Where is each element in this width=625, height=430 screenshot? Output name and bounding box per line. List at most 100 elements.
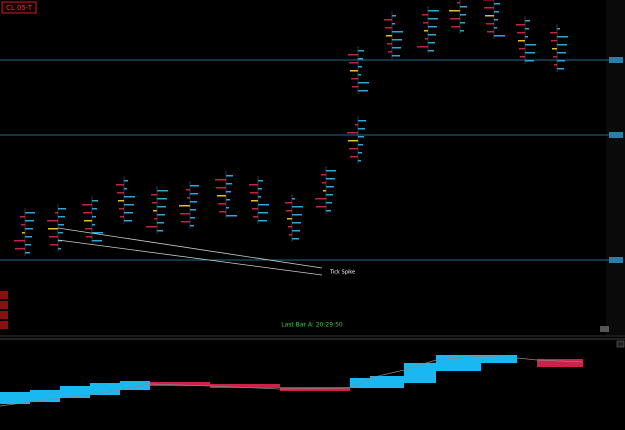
profile-row xyxy=(422,14,428,16)
profile-row xyxy=(58,208,66,210)
step-bar xyxy=(60,386,90,398)
profile-row xyxy=(258,220,267,222)
profile-row xyxy=(258,196,261,198)
price-tag xyxy=(609,132,623,138)
profile-row xyxy=(250,192,258,194)
profile-row xyxy=(316,206,326,208)
profile-row xyxy=(487,31,494,33)
profile-row xyxy=(449,10,460,12)
profile-row xyxy=(190,225,194,227)
profile-row xyxy=(460,30,464,32)
step-bar xyxy=(0,392,30,404)
profile-row xyxy=(25,252,30,254)
button[interactable] xyxy=(0,321,8,329)
profile-row xyxy=(217,195,226,197)
profile-row xyxy=(554,64,557,66)
profile-row xyxy=(326,202,332,204)
profile-row xyxy=(92,240,102,242)
step-bar xyxy=(210,384,280,388)
profile-row xyxy=(358,90,368,92)
profile-row xyxy=(392,39,402,41)
profile-row xyxy=(92,200,98,202)
profile-row xyxy=(190,209,196,211)
button[interactable] xyxy=(0,291,8,299)
profile-row xyxy=(118,200,124,202)
symbol-box[interactable] xyxy=(1,1,37,14)
step-bar xyxy=(90,383,120,395)
spike-line xyxy=(57,227,323,269)
profile-row xyxy=(124,188,127,190)
profile-row xyxy=(519,48,525,50)
profile-row xyxy=(58,240,62,242)
profile-row xyxy=(258,204,269,206)
profile-row xyxy=(146,226,157,228)
profile-row xyxy=(358,74,361,76)
profile-row xyxy=(58,224,64,226)
profile-row xyxy=(323,190,326,192)
profile-row xyxy=(179,205,190,207)
profile-row xyxy=(428,50,434,52)
profile-row xyxy=(494,27,497,29)
profile-row xyxy=(350,156,358,158)
profile-row xyxy=(551,40,557,42)
profile-row xyxy=(83,212,92,214)
profile-row xyxy=(124,220,132,222)
profile-row xyxy=(157,214,165,216)
profile-row xyxy=(326,170,336,172)
profile-row xyxy=(190,193,198,195)
profile-row xyxy=(157,190,168,192)
profile-row xyxy=(355,124,358,126)
corner-tag xyxy=(600,326,609,332)
profile-row xyxy=(457,2,460,4)
last-bar-status: Last Bar A: 20:29:50 xyxy=(281,322,343,329)
button[interactable] xyxy=(0,301,8,309)
profile-row xyxy=(425,38,428,40)
profile-row xyxy=(292,238,299,240)
profile-row xyxy=(186,189,190,191)
profile-row xyxy=(494,3,500,5)
profile-row xyxy=(417,46,428,48)
profile-row xyxy=(358,120,366,122)
profile-row xyxy=(157,230,163,232)
profile-row xyxy=(358,50,364,52)
profile-row xyxy=(154,218,157,220)
profile-row xyxy=(22,232,25,234)
profile-row xyxy=(288,226,292,228)
profile-row xyxy=(151,194,157,196)
profile-row xyxy=(48,228,58,230)
pane-close[interactable] xyxy=(616,340,625,348)
profile-row xyxy=(58,232,63,234)
profile-row xyxy=(226,199,230,201)
profile-row xyxy=(384,19,392,21)
profile-row xyxy=(258,212,268,214)
profile-row xyxy=(347,132,358,134)
profile-row xyxy=(84,220,92,222)
profile-row xyxy=(525,52,535,54)
step-bar xyxy=(404,363,436,383)
button[interactable] xyxy=(0,311,8,319)
profile-row xyxy=(226,207,229,209)
profile-row xyxy=(153,210,157,212)
profile-row xyxy=(322,182,326,184)
tick-spike-label: Tick Spike xyxy=(329,270,355,276)
signal-line xyxy=(0,355,584,407)
profile-row xyxy=(157,206,166,208)
profile-row xyxy=(92,224,95,226)
profile-row xyxy=(451,26,460,28)
profile-row xyxy=(557,28,560,30)
profile-row xyxy=(216,187,226,189)
profile-row xyxy=(85,228,92,230)
step-bar xyxy=(280,387,350,391)
profile-row xyxy=(392,47,401,49)
profile-row xyxy=(494,11,499,13)
profile-row xyxy=(120,216,124,218)
profile-row xyxy=(460,22,465,24)
profile-row xyxy=(315,198,326,200)
profile-row xyxy=(215,179,226,181)
profile-row xyxy=(486,23,494,25)
profile-row xyxy=(292,214,302,216)
profile-row xyxy=(484,7,494,9)
profile-row xyxy=(252,208,258,210)
